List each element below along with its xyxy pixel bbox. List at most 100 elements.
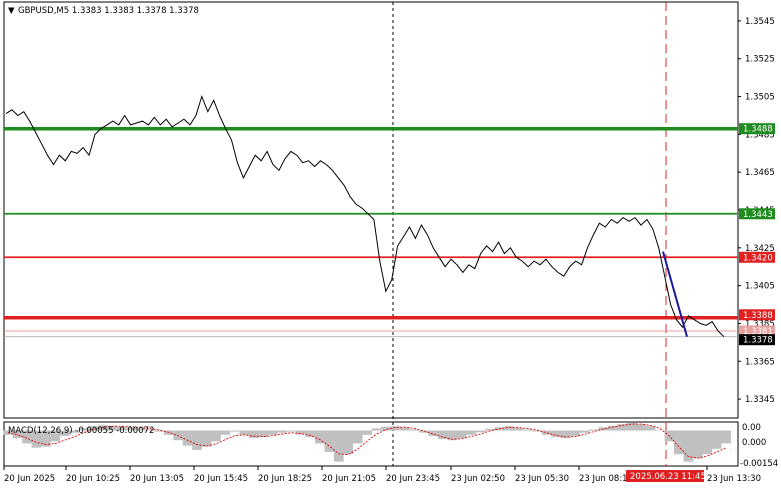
macd-bar <box>645 426 656 431</box>
macd-bar <box>560 430 571 438</box>
macd-bar <box>107 425 117 431</box>
macd-signal-line <box>7 423 727 459</box>
macd-bar <box>447 430 457 441</box>
macd-bar <box>626 423 637 431</box>
support-resistance-levels <box>4 126 738 338</box>
macd-bar <box>305 430 316 437</box>
time-tick-label: 23 Jun 02:50 <box>451 474 505 484</box>
price-tick-label: 1.3425 <box>745 244 775 254</box>
macd-bar <box>50 430 61 442</box>
macd-bar <box>78 428 89 431</box>
macd-bar <box>390 426 401 431</box>
level-badge-label: 1.3388 <box>743 311 773 321</box>
macd-bar <box>456 430 467 438</box>
macd-bar <box>88 426 98 431</box>
level-badge <box>739 309 775 321</box>
macd-bar <box>541 430 552 435</box>
macd-bar <box>211 430 221 442</box>
macd-bar <box>381 426 391 431</box>
time-axis[interactable]: 20 Jun 2025 20 Jun 10:25 20 Jun 13:05 20 Ju… <box>3 466 761 484</box>
macd-bar <box>513 428 524 431</box>
macd-bar <box>69 430 80 433</box>
macd-bar <box>12 430 23 438</box>
macd-bar <box>126 427 136 431</box>
macd-bar <box>589 429 599 431</box>
macd-bar <box>145 429 155 431</box>
macd-bar <box>324 430 335 452</box>
macd-bar <box>154 430 165 432</box>
macd-bar <box>428 430 439 436</box>
price-tick-label: 1.3465 <box>745 168 775 178</box>
macd-bar <box>721 430 731 444</box>
macd-bar <box>333 430 344 462</box>
time-tick-label: 20 Jun 23:45 <box>386 474 440 484</box>
macd-bar <box>711 430 722 449</box>
level-badge-label: 1.3420 <box>743 253 773 263</box>
macd-bar <box>315 430 325 444</box>
price-tick-label: 1.3365 <box>745 357 775 367</box>
macd-bar <box>579 430 590 433</box>
macd-bar <box>692 430 703 459</box>
macd-bar <box>201 430 212 447</box>
time-tick-label: 20 Jun 15:45 <box>194 474 248 484</box>
macd-bar <box>267 430 278 435</box>
price-tick-label: 1.3505 <box>745 93 775 103</box>
macd-bar <box>258 430 269 437</box>
macd-bar <box>437 430 448 440</box>
macd-bar <box>22 430 32 444</box>
time-tick-label: 20 Jun 21:05 <box>322 474 376 484</box>
macd-axis: 0.00 0.000 -0.00154 <box>740 423 778 469</box>
macd-tick-label: 0.000 <box>742 438 766 448</box>
price-tick-label: 1.3345 <box>745 395 775 405</box>
macd-bar <box>352 430 363 444</box>
macd-bar <box>683 430 694 462</box>
macd-bar <box>60 430 70 436</box>
time-tick-label: 23 Jun 05:30 <box>515 474 569 484</box>
price-level-badges: 1.3488 1.3443 1.3420 1.3381 1.3388 1.337… <box>739 123 775 346</box>
time-tick-label: 23 Jun 13:30 <box>707 474 761 484</box>
macd-bar <box>475 430 486 433</box>
time-tick-label: 20 Jun 13:05 <box>130 474 184 484</box>
level-badge <box>739 208 775 220</box>
price-line <box>5 94 725 338</box>
macd-bar <box>343 430 354 455</box>
macd-header: MACD(12,26,9) -0.00055 -0.00072 <box>8 426 154 436</box>
macd-bar <box>570 430 580 436</box>
macd-bar <box>41 430 51 447</box>
macd-bar <box>504 426 514 431</box>
macd-bar <box>409 429 420 431</box>
price-pane-frame <box>3 1 739 419</box>
macd-bar <box>239 430 250 435</box>
macd-bar <box>248 430 259 438</box>
macd-bar <box>362 430 372 435</box>
macd-bar <box>532 430 542 432</box>
macd-bar <box>192 430 202 450</box>
macd-bar <box>220 430 231 435</box>
trend-line[interactable] <box>662 251 688 337</box>
chart-symbol-icon: ▼ <box>8 6 15 16</box>
level-badge <box>739 123 775 135</box>
level-badge-label: 1.3381 <box>743 327 773 337</box>
macd-tick-label: 0.00 <box>742 423 761 433</box>
macd-bar <box>419 430 429 433</box>
macd-bar <box>296 430 306 435</box>
current-price-label: 1.3378 <box>743 336 773 346</box>
macd-bar <box>97 425 108 431</box>
macd-bar <box>400 427 410 431</box>
macd-bar <box>522 429 533 431</box>
macd-bar <box>655 430 665 431</box>
time-tick-label: 20 Jun 18:25 <box>258 474 312 484</box>
macd-bar <box>702 430 713 455</box>
chart-symbol-header: GBPUSD,M5 1.3383 1.3383 1.3378 1.3378 <box>18 6 199 16</box>
level-badge-label: 1.3488 <box>743 125 773 135</box>
macd-bar <box>466 430 476 435</box>
time-tick-label: 20 Jun 10:25 <box>66 474 120 484</box>
macd-bar <box>182 430 193 446</box>
time-cursor-badge <box>626 470 704 482</box>
current-price-badge <box>739 334 775 346</box>
level-badge <box>739 251 775 263</box>
macd-bar <box>551 430 561 437</box>
price-tick-label: 1.3485 <box>745 130 775 140</box>
macd-bar <box>636 424 646 431</box>
